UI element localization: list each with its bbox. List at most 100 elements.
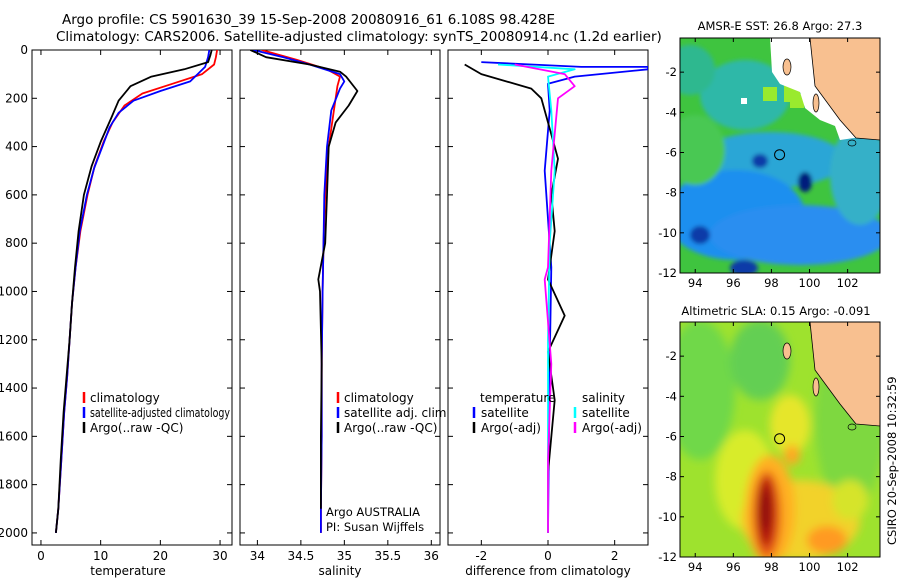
temperature-legend: climatology satellite-adjusted climatolo…: [82, 391, 230, 435]
sla-argo-position-marker: [774, 433, 786, 445]
y-tick-label: 1600: [0, 429, 28, 443]
sla-map-panel: Altimetric SLA: 0.15 Argo: -0.091: [658, 304, 881, 574]
sst-map-field: [680, 38, 880, 273]
argo-australia-annotation: Argo AUSTRALIA: [326, 505, 420, 519]
sla-map-title: Altimetric SLA: 0.15 Argo: -0.091: [681, 304, 870, 318]
series-line-argo-raw-qc: [55, 50, 213, 533]
map-x-tick-label: 94: [688, 276, 703, 290]
salinity-profile-panel: 34 34.5 35 35.5 36 salinity climatology sate…: [239, 49, 450, 578]
series-line-salinity-satellite: [497, 63, 576, 533]
sst-map-title: AMSR-E SST: 26.8 Argo: 27.3: [698, 19, 863, 33]
temperature-profile-panel: 0 10 20 30 0 200 400 600 800 1000 1200 1400 1600 180…: [0, 43, 233, 578]
y-tick-label: 200: [5, 91, 28, 105]
csiro-timestamp: CSIRO 20-Sep-2008 10:32:59: [885, 376, 899, 545]
y-tick-label: 1400: [0, 381, 28, 395]
x-tick-label: 0: [37, 549, 45, 563]
legend-label-satellite: satellite adj. clim.: [344, 406, 450, 420]
difference-x-axis-label: difference from climatology: [465, 564, 631, 578]
y-tick-label: 0: [20, 43, 28, 57]
difference-legend: temperature satellite Argo(-adj) salinit…: [472, 391, 642, 435]
map-y-tick-label: -4: [666, 105, 677, 119]
legend-label-climatology: climatology: [90, 391, 160, 405]
sla-map-field: [680, 322, 880, 557]
map-y-tick-label: -6: [666, 145, 677, 159]
sst-map-panel: AMSR-E SST: 26.8 Argo: 27.3: [658, 19, 881, 290]
map-x-tick-label: 96: [726, 276, 741, 290]
legend-heading-temperature: temperature: [480, 391, 555, 405]
legend-heading-salinity: salinity: [582, 391, 625, 405]
temperature-plot-frame: [31, 49, 233, 546]
map-y-tick-label: -8: [666, 186, 677, 200]
map-x-tick-label: 102: [837, 560, 859, 574]
map-y-tick-label: -10: [658, 226, 677, 240]
depth-y-ticks: 0 200 400 600 800 1000 1200 1400 1600 1800 2000: [0, 43, 232, 540]
header-line-2: Climatology: CARS2006. Satellite-adjuste…: [56, 29, 662, 45]
map-y-tick-label: -4: [666, 389, 677, 403]
y-tick-label: 2000: [0, 526, 28, 540]
difference-x-ticks: -2 0 2: [475, 50, 618, 563]
y-tick-label: 1800: [0, 478, 28, 492]
map-y-tick-label: -12: [658, 550, 677, 564]
difference-series-group: [464, 61, 648, 533]
sst-map-x-ticks: 94 96 98 100 102: [688, 38, 859, 290]
sst-argo-position-marker: [774, 149, 786, 161]
x-tick-label: 2: [611, 549, 619, 563]
series-line-temperature-satellite: [481, 61, 648, 533]
sla-map-frame: [679, 321, 881, 558]
legend-label-satellite: satellite-adjusted climatology: [90, 406, 230, 420]
map-y-tick-label: -12: [658, 266, 677, 280]
map-x-tick-label: 102: [837, 276, 859, 290]
y-tick-label: 1000: [0, 284, 28, 298]
pi-annotation: PI: Susan Wijffels: [326, 520, 424, 534]
x-tick-label: -2: [475, 549, 487, 563]
map-x-tick-label: 98: [764, 276, 779, 290]
sla-map-y-ticks: -2 -4 -6 -8 -10 -12: [658, 349, 880, 564]
legend-label-climatology: climatology: [344, 391, 414, 405]
temperature-x-ticks: 0 10 20 30: [37, 50, 228, 563]
x-tick-label: 20: [153, 549, 168, 563]
salinity-legend: climatology satellite adj. clim. Argo(..…: [336, 391, 450, 435]
temperature-series-group: [55, 50, 218, 533]
y-tick-label: 1200: [0, 333, 28, 347]
temperature-x-axis-label: temperature: [90, 564, 165, 578]
y-tick-label: 800: [5, 236, 28, 250]
map-x-tick-label: 100: [799, 560, 821, 574]
salinity-y-ticks: [240, 49, 440, 534]
x-tick-label: 35: [337, 549, 352, 563]
map-y-tick-label: -2: [666, 349, 677, 363]
map-x-tick-label: 98: [764, 560, 779, 574]
difference-profile-panel: -2 0 2 difference from climatology tempera…: [447, 49, 649, 578]
map-x-tick-label: 100: [799, 276, 821, 290]
legend-label-argo: Argo(..raw -QC): [344, 421, 437, 435]
x-tick-label: 36: [424, 549, 439, 563]
x-tick-label: 34.5: [288, 549, 315, 563]
legend-label-argo: Argo(..raw -QC): [90, 421, 183, 435]
series-line-argo-raw-qc: [250, 50, 359, 509]
salinity-x-ticks: 34 34.5 35 35.5 36: [250, 50, 439, 563]
map-y-tick-label: -2: [666, 65, 677, 79]
map-x-tick-label: 96: [726, 560, 741, 574]
salinity-plot-frame: [239, 49, 441, 546]
series-line-salinity-argo-adj: [514, 63, 576, 533]
sla-map-x-ticks: 94 96 98 100 102: [688, 322, 859, 574]
y-tick-label: 400: [5, 140, 28, 154]
sst-map-frame: [679, 37, 881, 274]
map-x-tick-label: 94: [688, 560, 703, 574]
difference-y-ticks: [448, 49, 648, 534]
legend-label-temp-satellite: satellite: [481, 406, 529, 420]
x-tick-label: 35.5: [374, 549, 401, 563]
x-tick-label: 30: [212, 549, 227, 563]
map-y-tick-label: -8: [666, 470, 677, 484]
header-line-1: Argo profile: CS 5901630_39 15-Sep-2008 …: [62, 12, 555, 28]
salinity-x-axis-label: salinity: [318, 564, 361, 578]
map-y-tick-label: -6: [666, 429, 677, 443]
y-tick-label: 600: [5, 188, 28, 202]
x-tick-label: 0: [544, 549, 552, 563]
legend-label-sal-satellite: satellite: [582, 406, 630, 420]
map-y-tick-label: -10: [658, 510, 677, 524]
sst-map-y-ticks: -2 -4 -6 -8 -10 -12: [658, 65, 880, 280]
legend-label-sal-argo: Argo(-adj): [582, 421, 642, 435]
salinity-series-group: [250, 50, 359, 533]
series-line-temperature-argo-adj: [464, 63, 566, 533]
